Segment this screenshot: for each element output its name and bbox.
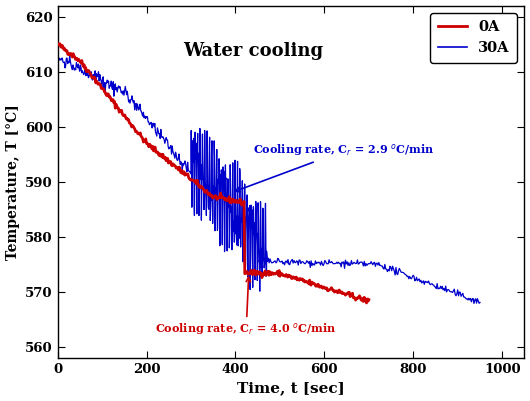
Legend: 0A, 30A: 0A, 30A [430,13,517,63]
Text: Water cooling: Water cooling [183,43,324,61]
Y-axis label: Temperature, T [°C]: Temperature, T [°C] [5,104,20,260]
X-axis label: Time, t [sec]: Time, t [sec] [237,381,345,395]
Text: Cooling rate, C$_r$ = 4.0 $^o$C/min: Cooling rate, C$_r$ = 4.0 $^o$C/min [155,277,337,338]
Text: Cooling rate, C$_r$ = 2.9 $^o$C/min: Cooling rate, C$_r$ = 2.9 $^o$C/min [235,143,435,192]
